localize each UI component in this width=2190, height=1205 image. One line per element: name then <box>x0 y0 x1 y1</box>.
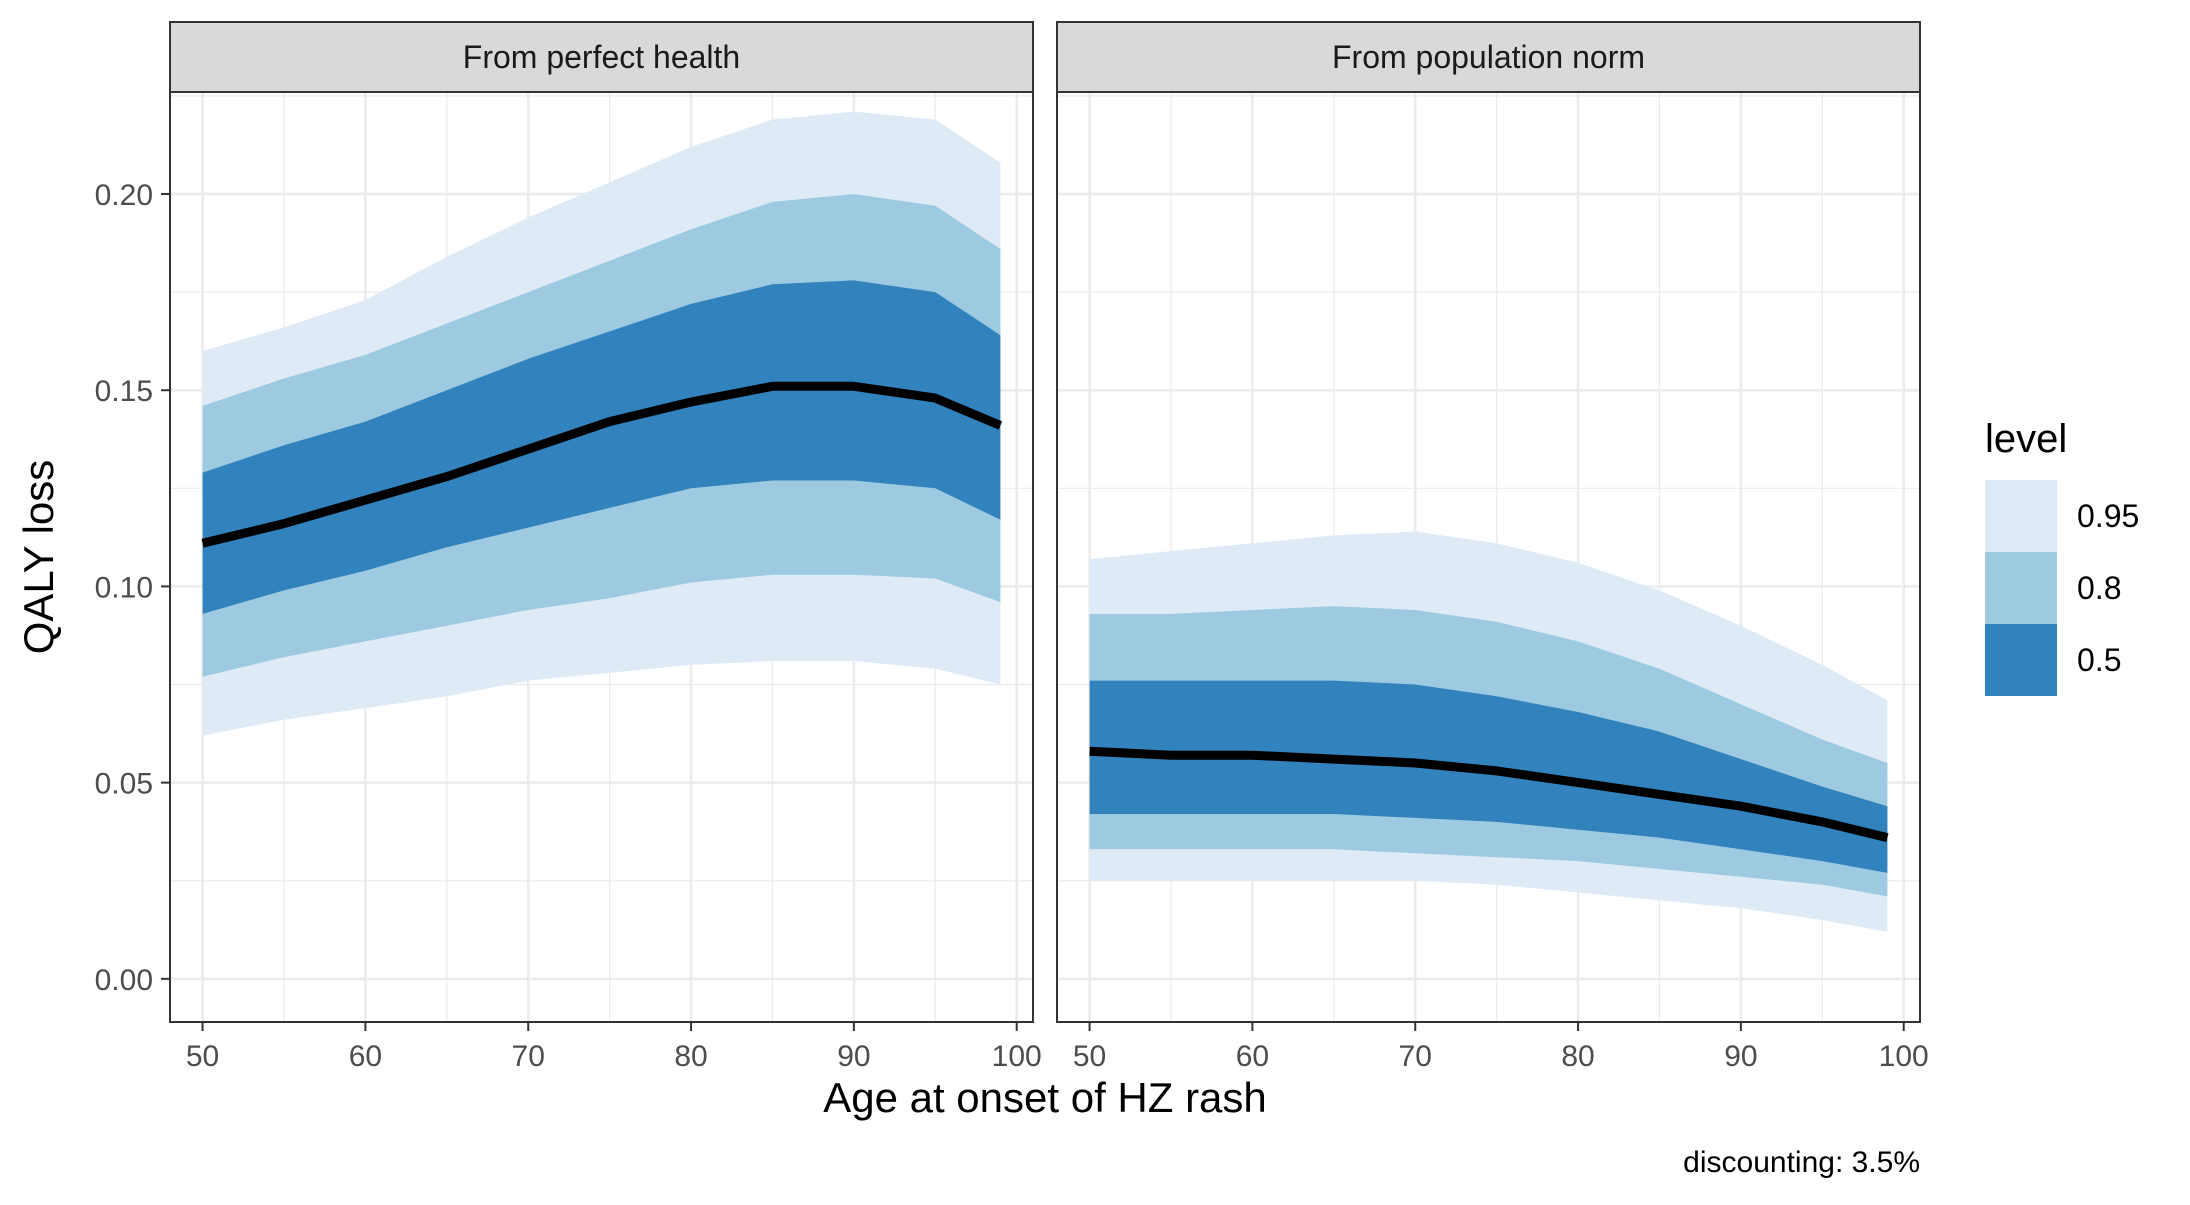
x-axis-title: Age at onset of HZ rash <box>823 1074 1267 1121</box>
x-tick-label: 90 <box>1724 1040 1757 1073</box>
legend-item: 0.8 <box>1985 552 2121 624</box>
interval-band-50 <box>1089 680 1888 873</box>
legend-key-0-5 <box>1985 624 2057 696</box>
legend-label: 0.5 <box>2077 642 2121 678</box>
facet-panel-1: From perfect health 50 60 70 80 90 100 0.00 0.05… <box>95 21 1042 1073</box>
legend-key-0-8 <box>1985 552 2057 624</box>
y-tick-label: 0.00 <box>95 964 153 997</box>
median-line <box>1089 746 1889 842</box>
y-tick-label: 0.15 <box>95 375 153 408</box>
legend-item: 0.5 <box>1985 624 2121 696</box>
x-tick-label: 80 <box>1561 1040 1594 1073</box>
x-tick-label: 100 <box>1879 1040 1929 1073</box>
x-tick-label: 50 <box>186 1040 219 1073</box>
legend-key-0-95 <box>1985 480 2057 552</box>
legend: level 0.95 0.8 0.5 <box>1985 417 2139 696</box>
panel-border <box>169 91 1034 1023</box>
interval-band-50 <box>202 280 1001 614</box>
facet-strip-label: From perfect health <box>463 39 740 75</box>
facet-panel-2: From population norm 50 60 70 80 90 100 <box>1056 21 1929 1073</box>
facet-strip <box>169 21 1034 93</box>
x-tick-label: 70 <box>512 1040 545 1073</box>
y-tick-label: 0.10 <box>95 571 153 604</box>
y-axis-title: QALY loss <box>15 460 62 655</box>
panel-border <box>1056 91 1921 1023</box>
x-tick-label: 100 <box>992 1040 1042 1073</box>
legend-title: level <box>1985 417 2067 461</box>
median-line <box>201 381 1003 548</box>
x-tick-label: 50 <box>1073 1040 1106 1073</box>
y-axis: 0.00 0.05 0.10 0.15 0.20 <box>95 179 170 997</box>
x-tick-label: 70 <box>1399 1040 1432 1073</box>
x-tick-label: 90 <box>837 1040 870 1073</box>
y-tick-label: 0.05 <box>95 768 153 801</box>
facet-strip <box>1056 21 1921 93</box>
legend-label: 0.8 <box>2077 570 2121 606</box>
legend-item: 0.95 <box>1985 480 2139 552</box>
x-axis: 50 60 70 80 90 100 <box>186 1022 1042 1073</box>
y-tick-label: 0.20 <box>95 179 153 212</box>
x-axis: 50 60 70 80 90 100 <box>1073 1022 1929 1073</box>
x-tick-label: 60 <box>1236 1040 1269 1073</box>
x-tick-label: 60 <box>349 1040 382 1073</box>
x-tick-label: 80 <box>674 1040 707 1073</box>
legend-label: 0.95 <box>2077 498 2139 534</box>
facet-strip-label: From population norm <box>1332 39 1645 75</box>
caption: discounting: 3.5% <box>1683 1146 1920 1179</box>
